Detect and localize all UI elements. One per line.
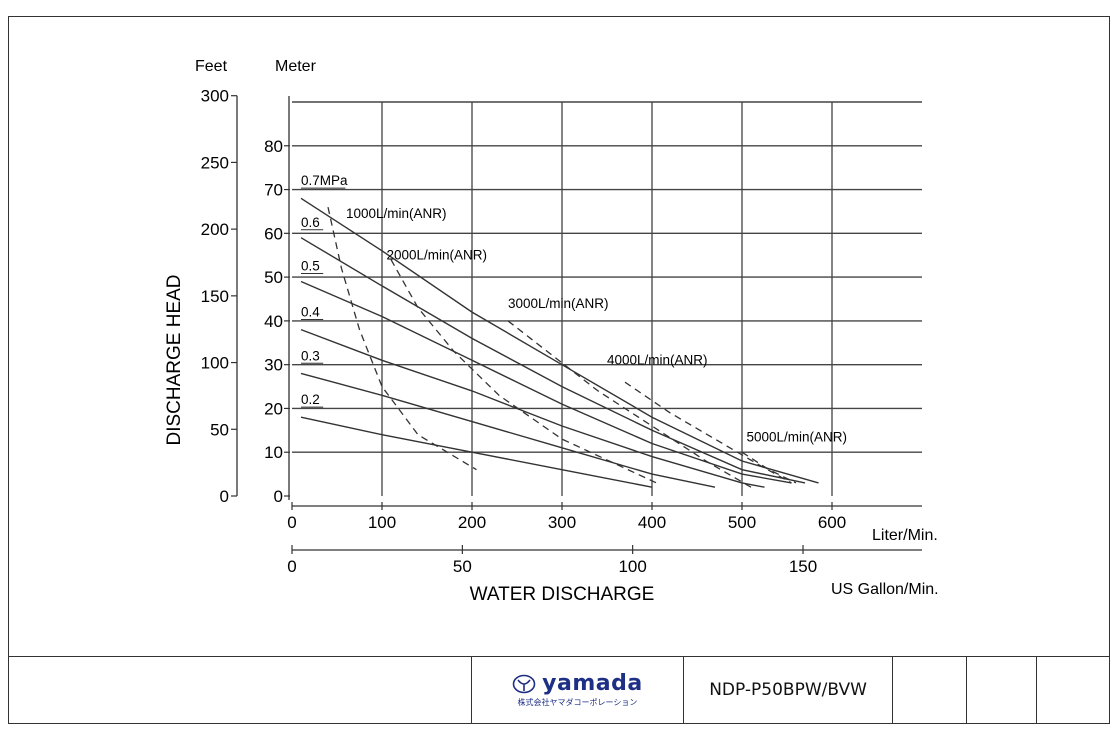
yamada-emblem-icon <box>512 674 536 693</box>
x-unit-secondary: US Gallon/Min. <box>831 581 939 598</box>
title-block-blank <box>9 657 473 723</box>
pressure-line-0.5 <box>300 280 792 484</box>
liter-tick-label: 600 <box>818 513 846 532</box>
pressure-line-0.6 <box>300 237 806 484</box>
liter-tick-label: 300 <box>548 513 576 532</box>
feet-tick-label: 50 <box>210 420 229 439</box>
pressure-line-0.4 <box>300 328 765 488</box>
curve-label: 2000L/min(ANR) <box>387 248 488 263</box>
title-block-empty-1 <box>893 657 968 723</box>
meter-tick-label: 80 <box>264 137 283 156</box>
meter-tick-label: 40 <box>264 312 283 331</box>
pressure-line-0.7MPa <box>300 197 819 484</box>
chart-axes: 0 10 20 30 40 50 60 70 80 0 50 100 150 200 250 300 0 100 2… <box>201 87 922 576</box>
liter-tick-label: 500 <box>728 513 756 532</box>
model-number: NDP-P50BPW/BVW <box>684 657 894 723</box>
title-block-empty-2 <box>967 657 1038 723</box>
curve-label: 1000L/min(ANR) <box>346 206 447 221</box>
chart-series <box>300 197 819 488</box>
x-unit-primary: Liter/Min. <box>872 527 938 544</box>
liter-tick-label: 400 <box>638 513 666 532</box>
meter-tick-label: 60 <box>264 224 283 243</box>
feet-tick-label: 150 <box>201 287 229 306</box>
feet-tick-label: 250 <box>201 153 229 172</box>
feet-tick-label: 200 <box>201 220 229 239</box>
company-logo: yamada 株式会社ヤマダコーポレーション <box>472 657 684 723</box>
logo-company-name: 株式会社ヤマダコーポレーション <box>517 697 638 707</box>
gallon-tick-label: 100 <box>618 557 646 576</box>
meter-tick-label: 20 <box>264 399 283 418</box>
meter-tick-label: 50 <box>264 268 283 287</box>
liter-tick-label: 100 <box>368 513 396 532</box>
air-consumption-curve <box>507 320 752 488</box>
air-consumption-curve <box>624 381 792 484</box>
air-consumption-curve <box>390 259 657 484</box>
meter-tick-label: 30 <box>264 356 283 375</box>
title-block: yamada 株式会社ヤマダコーポレーション NDP-P50BPW/BVW <box>8 656 1110 724</box>
curve-label: 0.2 <box>301 392 320 407</box>
feet-tick-label: 300 <box>201 87 229 106</box>
curve-label: 0.3 <box>301 348 320 363</box>
title-block-empty-3 <box>1037 657 1109 723</box>
y-axis-title: DISCHARGE HEAD <box>164 274 185 445</box>
y-unit-left: Feet <box>195 58 228 75</box>
liter-tick-label: 200 <box>458 513 486 532</box>
curve-label: 0.7MPa <box>301 173 348 188</box>
curve-label: 0.6 <box>301 215 320 230</box>
y-unit-right: Meter <box>275 58 317 75</box>
logo-wordmark: yamada <box>542 670 643 696</box>
curve-label: 0.5 <box>301 259 320 274</box>
feet-tick-label: 0 <box>220 487 229 506</box>
gallon-tick-label: 150 <box>789 557 817 576</box>
air-consumption-curve <box>741 451 797 484</box>
liter-tick-label: 0 <box>287 513 296 532</box>
gallon-tick-label: 0 <box>287 557 296 576</box>
pressure-line-0.3 <box>300 372 716 488</box>
curve-label: 5000L/min(ANR) <box>747 429 848 444</box>
air-consumption-curve <box>327 206 477 471</box>
feet-tick-label: 100 <box>201 354 229 373</box>
curve-label: 4000L/min(ANR) <box>607 353 708 368</box>
meter-tick-label: 10 <box>264 443 283 462</box>
pressure-line-0.2 <box>300 416 653 488</box>
curve-label: 0.4 <box>301 305 320 320</box>
curve-label: 3000L/min(ANR) <box>508 296 609 311</box>
meter-tick-label: 0 <box>274 487 283 506</box>
gallon-tick-label: 50 <box>453 557 472 576</box>
x-axis-title: WATER DISCHARGE <box>470 584 655 605</box>
chart-labels: 0.7MPa 0.6 0.5 0.4 0.3 0.2 1000L/min(ANR) 2000L… <box>301 173 847 444</box>
meter-tick-label: 70 <box>264 181 283 200</box>
